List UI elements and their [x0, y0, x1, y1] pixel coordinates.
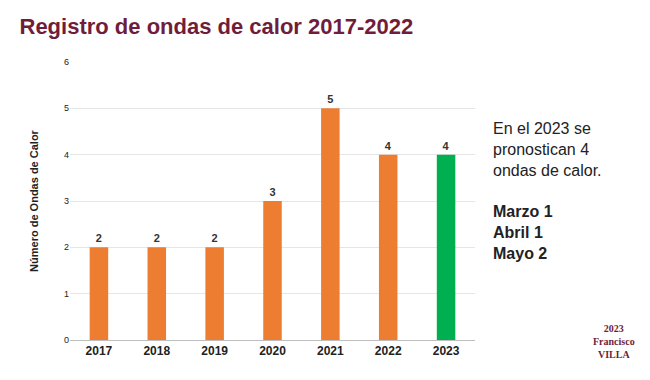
svg-text:5: 5 — [64, 103, 69, 113]
svg-text:2018: 2018 — [143, 344, 170, 358]
svg-text:En el 2023 sepronostican 4onda: En el 2023 sepronostican 4ondas de calor… — [493, 120, 602, 179]
svg-text:2022: 2022 — [375, 344, 402, 358]
svg-text:Registro de ondas de calor 201: Registro de ondas de calor 2017-2022 — [20, 14, 414, 39]
svg-text:2: 2 — [212, 232, 218, 244]
svg-text:2021: 2021 — [317, 344, 344, 358]
svg-text:Número de Ondas de Calor: Número de Ondas de Calor — [28, 129, 40, 272]
svg-text:5: 5 — [327, 93, 333, 105]
svg-text:3: 3 — [64, 196, 69, 206]
svg-text:2: 2 — [96, 232, 102, 244]
svg-text:4: 4 — [443, 140, 450, 152]
svg-text:2019: 2019 — [201, 344, 228, 358]
svg-text:2: 2 — [64, 242, 69, 252]
svg-text:2023FranciscoVILLA: 2023FranciscoVILLA — [593, 323, 635, 360]
svg-text:2020: 2020 — [259, 344, 286, 358]
svg-text:2: 2 — [154, 232, 160, 244]
svg-text:Marzo 1Abril 1Mayo 2: Marzo 1Abril 1Mayo 2 — [493, 203, 553, 262]
svg-text:2023: 2023 — [433, 344, 460, 358]
svg-text:0: 0 — [64, 335, 69, 345]
svg-text:1: 1 — [64, 289, 69, 299]
svg-text:3: 3 — [269, 186, 275, 198]
svg-text:4: 4 — [385, 140, 392, 152]
svg-text:4: 4 — [64, 150, 69, 160]
svg-text:2017: 2017 — [86, 344, 113, 358]
svg-text:6: 6 — [64, 57, 69, 67]
